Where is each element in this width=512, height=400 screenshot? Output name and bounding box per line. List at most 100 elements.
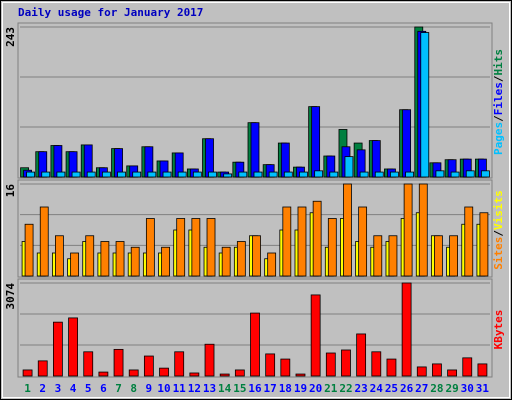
- bar: [373, 235, 383, 277]
- bar: [420, 32, 430, 178]
- bar: [192, 171, 202, 178]
- bar: [26, 171, 35, 178]
- x-tick-label: 21: [324, 382, 338, 395]
- bar: [177, 171, 187, 178]
- x-tick-label: 18: [279, 382, 292, 395]
- bar: [388, 235, 398, 277]
- bar: [252, 235, 261, 277]
- bar: [447, 369, 457, 377]
- x-tick-label: 8: [130, 382, 137, 395]
- bar: [325, 352, 336, 377]
- bar: [115, 241, 125, 277]
- bar: [390, 171, 399, 178]
- x-tick-label: 28: [430, 382, 443, 395]
- bar: [191, 218, 201, 277]
- bar: [223, 173, 233, 178]
- x-tick-label: 14: [218, 382, 232, 395]
- bar: [403, 183, 413, 277]
- series-label: Sites/Visits: [492, 190, 505, 270]
- bar: [479, 212, 489, 277]
- x-tick-label: 29: [445, 382, 458, 395]
- bar: [37, 360, 48, 377]
- bar: [312, 200, 322, 277]
- bar: [39, 206, 49, 277]
- bar: [481, 170, 490, 178]
- x-tick-label: 3: [55, 382, 62, 395]
- bar: [359, 171, 369, 178]
- bar: [162, 171, 172, 178]
- bar: [174, 351, 185, 377]
- bar: [238, 171, 248, 178]
- bar: [53, 321, 63, 377]
- legend-entry: KBytes: [492, 310, 505, 350]
- bar: [344, 156, 354, 178]
- bar: [386, 358, 397, 377]
- x-tick-label: 1: [24, 382, 31, 395]
- x-tick-label: 20: [309, 382, 322, 395]
- bar: [41, 171, 51, 178]
- separator: /: [492, 115, 505, 122]
- bar: [55, 235, 64, 277]
- bar: [132, 171, 142, 178]
- bar: [449, 235, 458, 277]
- bar: [70, 252, 79, 277]
- bar: [204, 343, 215, 377]
- bar: [68, 317, 78, 377]
- bar: [327, 218, 337, 277]
- bar: [24, 223, 34, 277]
- bar: [374, 171, 384, 178]
- bar: [147, 171, 157, 178]
- x-tick-label: 24: [370, 382, 384, 395]
- bar: [145, 218, 155, 277]
- x-tick-label: 7: [115, 382, 122, 395]
- bar: [130, 246, 140, 277]
- y-tick-label: 243: [4, 27, 17, 47]
- bar: [236, 241, 246, 277]
- bar: [159, 367, 169, 377]
- legend-entry: Pages: [492, 122, 505, 155]
- bar: [113, 348, 124, 377]
- x-tick-label: 23: [355, 382, 368, 395]
- bar: [56, 171, 66, 178]
- y-tick-label: 3074: [4, 283, 17, 310]
- x-tick-label: 6: [100, 382, 107, 395]
- bar: [297, 206, 307, 277]
- bar: [401, 282, 412, 377]
- bar: [176, 218, 186, 277]
- bar: [234, 369, 245, 377]
- bar: [311, 106, 321, 178]
- bar: [143, 355, 154, 377]
- bar: [265, 353, 276, 377]
- x-tick-label: 31: [476, 382, 490, 395]
- bar: [341, 349, 351, 377]
- bar: [206, 218, 216, 277]
- bar: [295, 373, 306, 377]
- bar: [117, 171, 126, 178]
- x-tick-label: 9: [146, 382, 153, 395]
- bar: [221, 246, 231, 277]
- x-tick-label: 22: [339, 382, 352, 395]
- legend-entry: Visits: [492, 190, 505, 230]
- bar: [85, 235, 95, 277]
- bar: [371, 140, 381, 178]
- x-tick-label: 4: [70, 382, 77, 395]
- x-tick-label: 12: [188, 382, 201, 395]
- bar: [22, 369, 33, 377]
- bar: [280, 358, 291, 377]
- bar: [418, 183, 428, 277]
- bar: [161, 246, 170, 277]
- bar: [83, 351, 94, 377]
- bar: [434, 235, 443, 277]
- bar: [100, 241, 110, 277]
- bar: [208, 171, 217, 178]
- bar: [358, 206, 368, 277]
- legend-entry: Files: [492, 82, 505, 115]
- bar: [205, 138, 214, 178]
- x-tick-label: 11: [173, 382, 187, 395]
- legend-entry: Hits: [492, 49, 505, 76]
- x-tick-label: 19: [294, 382, 307, 395]
- bar: [405, 171, 415, 178]
- bar: [98, 371, 109, 377]
